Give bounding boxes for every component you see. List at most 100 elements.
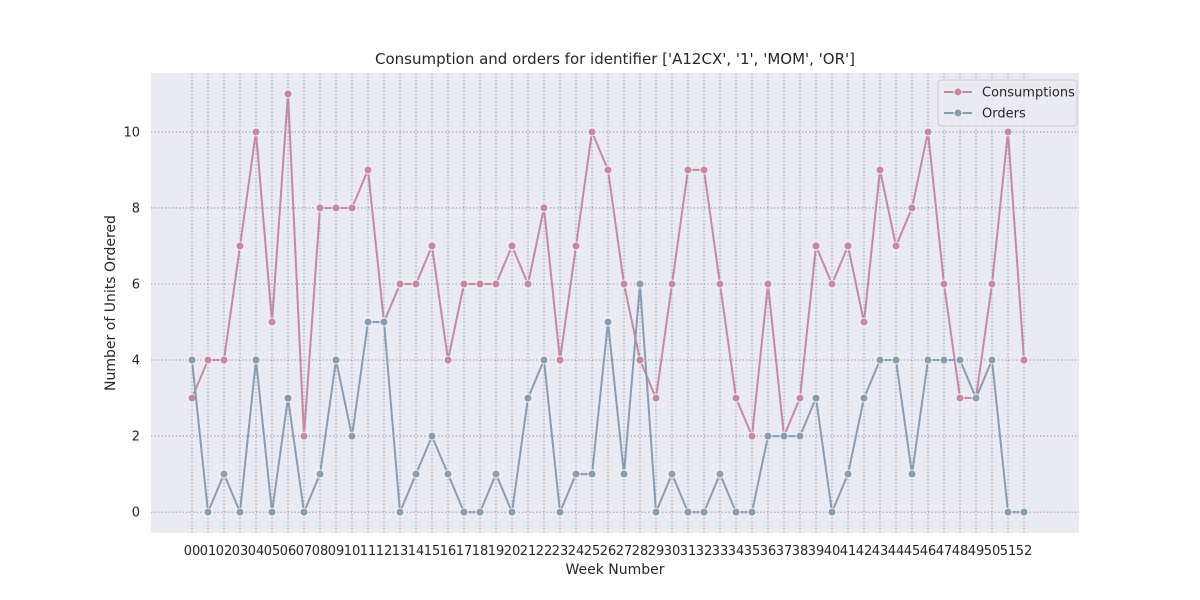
x-tick-label: 00	[184, 544, 201, 559]
data-point-consumptions	[363, 165, 373, 175]
x-tick-label: 35	[744, 544, 761, 559]
data-point-orders	[587, 469, 597, 479]
data-point-consumptions	[699, 165, 709, 175]
data-point-consumptions	[987, 279, 997, 289]
x-tick-label: 25	[584, 544, 601, 559]
data-point-consumptions	[619, 279, 629, 289]
data-point-orders	[795, 431, 805, 441]
data-point-consumptions	[683, 165, 693, 175]
x-tick-label: 13	[392, 544, 409, 559]
data-point-orders	[619, 469, 629, 479]
x-tick-label: 19	[488, 544, 505, 559]
legend: Consumptions Orders	[937, 79, 1078, 127]
data-point-orders	[331, 355, 341, 365]
data-point-consumptions	[203, 355, 213, 365]
x-tick-label: 05	[264, 544, 281, 559]
data-point-orders	[395, 507, 405, 517]
data-point-consumptions	[299, 431, 309, 441]
x-tick-label: 08	[312, 544, 329, 559]
data-point-consumptions	[635, 355, 645, 365]
data-point-consumptions	[1003, 127, 1013, 137]
data-point-orders	[683, 507, 693, 517]
x-tick-label: 29	[648, 544, 665, 559]
data-point-consumptions	[859, 317, 869, 327]
y-tick-label: 8	[132, 201, 140, 216]
x-tick-label: 45	[904, 544, 921, 559]
data-point-consumptions	[827, 279, 837, 289]
x-tick-label: 24	[568, 544, 585, 559]
x-tick-label: 51	[1000, 544, 1017, 559]
x-tick-label: 15	[424, 544, 441, 559]
x-tick-label: 38	[792, 544, 809, 559]
data-point-orders	[891, 355, 901, 365]
x-tick-label: 36	[760, 544, 777, 559]
x-tick-label: 33	[712, 544, 729, 559]
chart-title: Consumption and orders for identifier ['…	[375, 50, 855, 68]
x-tick-label: 37	[776, 544, 793, 559]
data-point-consumptions	[283, 89, 293, 99]
data-point-consumptions	[395, 279, 405, 289]
y-tick-label: 2	[132, 430, 140, 445]
data-point-consumptions	[411, 279, 421, 289]
data-point-orders	[875, 355, 885, 365]
x-tick-label: 21	[520, 544, 537, 559]
data-point-orders	[939, 355, 949, 365]
data-point-orders	[459, 507, 469, 517]
data-point-orders	[283, 393, 293, 403]
data-point-consumptions	[731, 393, 741, 403]
y-tick-label: 6	[132, 277, 140, 292]
data-point-orders	[523, 393, 533, 403]
data-point-consumptions	[267, 317, 277, 327]
x-tick-label: 09	[328, 544, 345, 559]
y-tick-label: 10	[123, 125, 140, 140]
data-point-consumptions	[315, 203, 325, 213]
x-tick-label: 48	[952, 544, 969, 559]
data-point-orders	[843, 469, 853, 479]
data-point-orders	[763, 431, 773, 441]
data-point-orders	[651, 507, 661, 517]
x-tick-label: 10	[344, 544, 361, 559]
data-point-consumptions	[587, 127, 597, 137]
data-point-orders	[187, 355, 197, 365]
data-point-orders	[987, 355, 997, 365]
data-point-orders	[1019, 507, 1029, 517]
data-point-consumptions	[347, 203, 357, 213]
data-point-orders	[443, 469, 453, 479]
x-tick-label: 03	[232, 544, 249, 559]
legend-item-orders: Orders	[944, 107, 1026, 122]
x-tick-label: 47	[936, 544, 953, 559]
y-tick-label: 4	[132, 354, 140, 369]
x-tick-label: 44	[888, 544, 905, 559]
y-axis-label: Number of Units Ordered	[103, 215, 119, 391]
data-point-orders	[363, 317, 373, 327]
data-point-orders	[491, 469, 501, 479]
data-point-consumptions	[539, 203, 549, 213]
x-tick-label: 02	[216, 544, 233, 559]
x-tick-label: 32	[696, 544, 713, 559]
x-tick-label: 46	[920, 544, 937, 559]
data-point-orders	[731, 507, 741, 517]
data-point-consumptions	[667, 279, 677, 289]
x-tick-label: 27	[616, 544, 633, 559]
data-point-orders	[475, 507, 485, 517]
y-tick-labels: 0 2 4 6 8 10	[123, 125, 140, 520]
data-point-orders	[267, 507, 277, 517]
data-point-orders	[299, 507, 309, 517]
x-tick-label: 23	[552, 544, 569, 559]
data-point-consumptions	[923, 127, 933, 137]
x-axis-label: Week Number	[565, 562, 664, 578]
x-tick-label: 42	[856, 544, 873, 559]
data-point-orders	[411, 469, 421, 479]
data-point-consumptions	[795, 393, 805, 403]
data-point-consumptions	[603, 165, 613, 175]
data-point-consumptions	[555, 355, 565, 365]
data-point-consumptions	[907, 203, 917, 213]
x-tick-label: 04	[248, 544, 265, 559]
x-tick-label: 30	[664, 544, 681, 559]
data-point-consumptions	[747, 431, 757, 441]
data-point-consumptions	[459, 279, 469, 289]
x-tick-label: 22	[536, 544, 553, 559]
x-tick-label: 07	[296, 544, 313, 559]
data-point-consumptions	[1019, 355, 1029, 365]
